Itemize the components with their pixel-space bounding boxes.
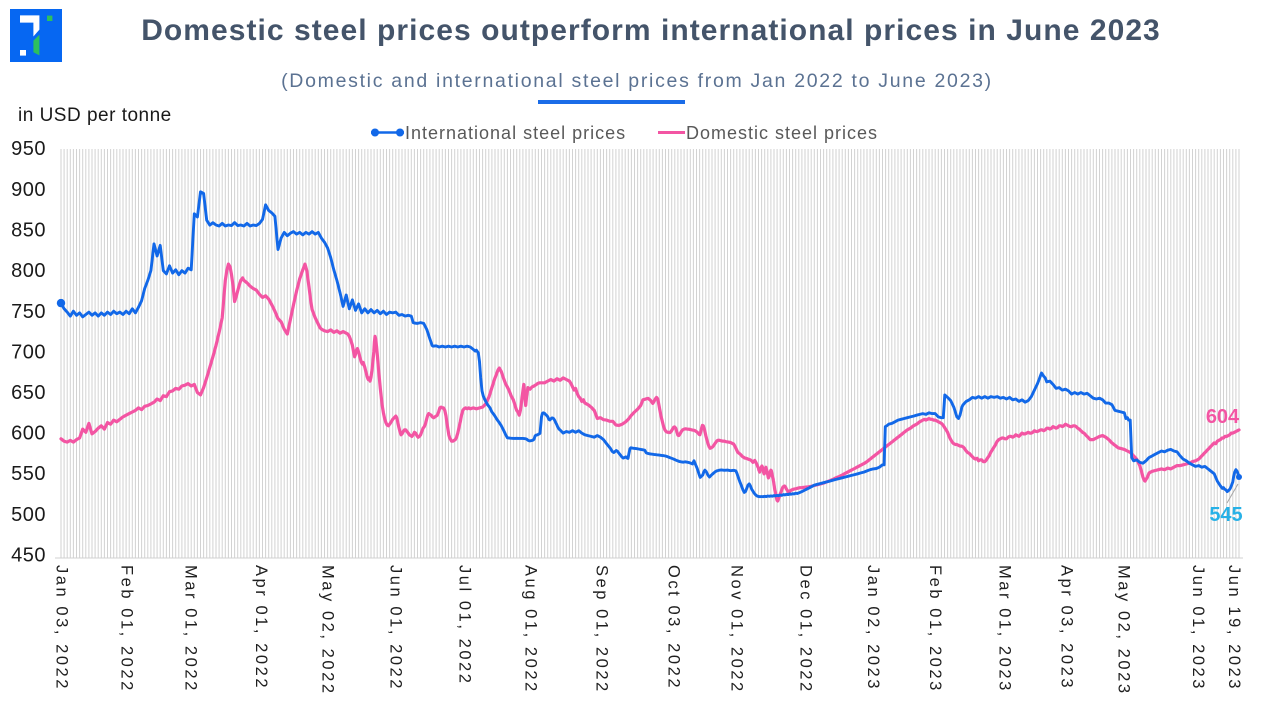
svg-text:700: 700 (11, 341, 46, 363)
svg-text:600: 600 (11, 423, 46, 445)
svg-text:500: 500 (11, 504, 46, 526)
svg-text:Aug 01, 2022: Aug 01, 2022 (522, 565, 540, 694)
svg-text:Jun 19, 2023: Jun 19, 2023 (1225, 565, 1243, 691)
svg-text:800: 800 (11, 260, 46, 282)
svg-text:Jun 01, 2023: Jun 01, 2023 (1189, 565, 1207, 691)
svg-text:900: 900 (11, 179, 46, 201)
svg-text:Dec 01, 2022: Dec 01, 2022 (797, 565, 815, 694)
svg-text:May 02, 2023: May 02, 2023 (1115, 565, 1133, 696)
svg-text:Apr 01, 2022: Apr 01, 2022 (252, 565, 270, 690)
svg-text:Feb 01, 2023: Feb 01, 2023 (926, 565, 944, 693)
svg-text:May 02, 2022: May 02, 2022 (319, 565, 337, 696)
svg-text:550: 550 (11, 463, 46, 485)
svg-text:Jun 01, 2022: Jun 01, 2022 (387, 565, 405, 691)
svg-text:450: 450 (11, 545, 46, 567)
svg-text:Jan 03, 2022: Jan 03, 2022 (53, 565, 71, 691)
svg-text:545: 545 (1209, 504, 1242, 526)
svg-text:Feb 01, 2022: Feb 01, 2022 (118, 565, 136, 693)
svg-text:Nov 01, 2022: Nov 01, 2022 (728, 565, 746, 694)
svg-text:650: 650 (11, 382, 46, 404)
svg-text:Mar 01, 2022: Mar 01, 2022 (182, 565, 200, 693)
svg-text:Mar 01, 2023: Mar 01, 2023 (996, 565, 1014, 693)
svg-text:Sep 01, 2022: Sep 01, 2022 (593, 565, 611, 694)
svg-text:Jul 01, 2022: Jul 01, 2022 (456, 565, 474, 686)
svg-text:950: 950 (11, 138, 46, 160)
svg-text:604: 604 (1206, 406, 1240, 428)
svg-text:Jan 02, 2023: Jan 02, 2023 (864, 565, 882, 691)
svg-text:750: 750 (11, 301, 46, 323)
svg-text:Apr 03, 2023: Apr 03, 2023 (1058, 565, 1076, 690)
svg-text:Oct 03, 2022: Oct 03, 2022 (665, 565, 683, 690)
svg-text:850: 850 (11, 220, 46, 242)
